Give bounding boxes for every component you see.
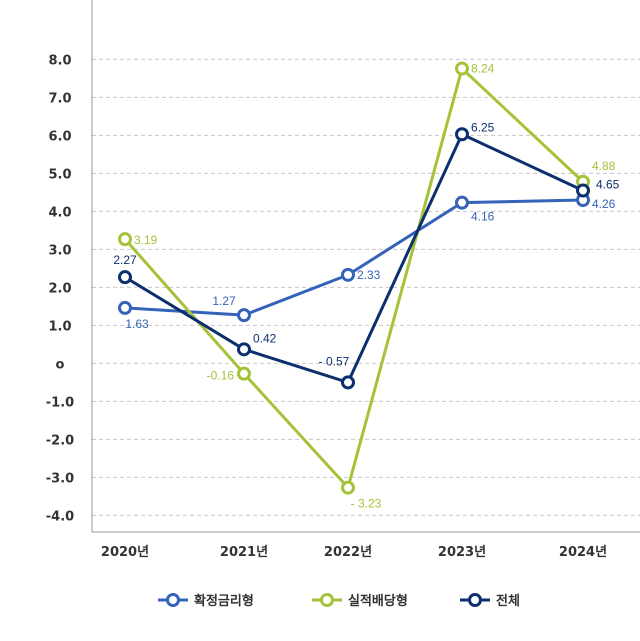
y-tick-label: -4.0 bbox=[46, 509, 74, 524]
series-2-data-label-0: 2.27 bbox=[113, 253, 137, 267]
legend-label-2: 전체 bbox=[496, 593, 520, 609]
y-tick-label: 7.0 bbox=[48, 91, 71, 106]
series-2-point-3 bbox=[455, 127, 469, 142]
series-1-data-label-4: 4.88 bbox=[592, 159, 616, 173]
y-tick-label: 3.0 bbox=[48, 243, 71, 258]
y-tick-label: 6.0 bbox=[48, 129, 71, 144]
x-tick-label: 2023년 bbox=[438, 545, 486, 560]
series-2-point-2 bbox=[341, 375, 355, 390]
series-line-0 bbox=[124, 198, 584, 317]
y-tick-label: 4.0 bbox=[48, 205, 71, 220]
y-axis-ticks: 8.0 7.0 6.0 5.0 4.0 3.0 2.0 1.0 o -1.0 -2.0 -3.0 -4.… bbox=[46, 53, 74, 524]
legend-marker-1 bbox=[320, 593, 334, 607]
series-0-point-2 bbox=[341, 267, 355, 282]
y-tick-label: 5.0 bbox=[48, 167, 71, 182]
y-tick-label: o bbox=[56, 357, 65, 372]
y-tick-label: -3.0 bbox=[46, 471, 74, 486]
y-tick-label: 1.0 bbox=[48, 319, 71, 334]
series-2-data-label-1: 0.42 bbox=[253, 331, 277, 345]
series-1-data-label-1: -0.16 bbox=[207, 369, 235, 383]
series-0-data-label-3: 4.16 bbox=[471, 210, 495, 224]
y-tick-label: -2.0 bbox=[46, 433, 74, 448]
legend: 확정금리형 실적배당형 전체 bbox=[158, 593, 520, 609]
legend-marker-0 bbox=[166, 593, 180, 607]
series-0-data-label-0: 1.63 bbox=[125, 317, 149, 331]
series-group: 1.63 1.27 2.33 4.16 4.26 3.19 -0.16 - 3.23 8.24 4… bbox=[113, 61, 620, 511]
series-0-point-0 bbox=[118, 300, 132, 315]
series-1-data-label-3: 8.24 bbox=[471, 62, 495, 76]
x-axis-ticks: 2020년 2021년 2022년 2023년 2024년 bbox=[101, 545, 607, 560]
legend-marker-2 bbox=[468, 593, 482, 607]
y-tick-label: 2.0 bbox=[48, 281, 71, 296]
series-1-point-1 bbox=[237, 366, 251, 381]
series-1-point-0 bbox=[118, 232, 132, 247]
series-2-data-label-2: - 0.57 bbox=[319, 354, 350, 368]
series-2-point-1 bbox=[237, 342, 251, 357]
x-tick-label: 2021년 bbox=[220, 545, 268, 560]
series-1-point-2 bbox=[341, 480, 355, 495]
x-tick-label: 2024년 bbox=[559, 545, 607, 560]
legend-label-1: 실적배당형 bbox=[348, 593, 408, 609]
series-0-point-1 bbox=[237, 308, 251, 323]
series-line-2 bbox=[124, 132, 584, 384]
series-0-point-3 bbox=[455, 195, 469, 210]
series-0-data-label-4: 4.26 bbox=[592, 197, 616, 211]
series-1-point-3 bbox=[455, 61, 469, 76]
x-tick-label: 2020년 bbox=[101, 545, 149, 560]
series-0-data-label-1: 1.27 bbox=[212, 294, 236, 308]
grid-lines bbox=[92, 58, 640, 516]
series-2-point-0 bbox=[118, 270, 132, 285]
legend-label-0: 확정금리형 bbox=[194, 593, 254, 609]
series-1-data-label-0: 3.19 bbox=[134, 233, 158, 247]
series-2-data-label-3: 6.25 bbox=[471, 120, 495, 134]
y-tick-label: -1.0 bbox=[46, 395, 74, 410]
series-2-data-label-4: 4.65 bbox=[596, 178, 620, 192]
series-1-data-label-2: - 3.23 bbox=[351, 497, 382, 511]
y-tick-label: 8.0 bbox=[48, 53, 71, 68]
series-0-data-label-2: 2.33 bbox=[357, 268, 381, 282]
series-2-point-4 bbox=[576, 183, 590, 198]
x-tick-label: 2022년 bbox=[324, 545, 372, 560]
